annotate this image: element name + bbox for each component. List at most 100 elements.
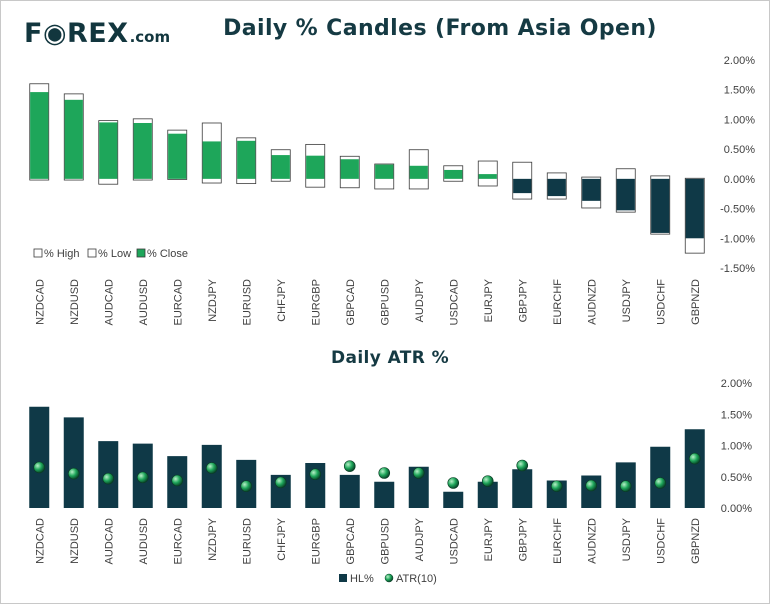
legend-label: % Close <box>147 248 188 260</box>
close-bar-eurgbp <box>306 155 325 179</box>
category-label: GBPJPY <box>517 517 529 561</box>
close-bar-chfjpy <box>271 155 290 179</box>
y-tick-label: 1.50% <box>721 409 752 421</box>
hl-bar-audjpy <box>408 466 429 508</box>
hl-bar-gbpcad <box>339 474 360 508</box>
category-label: EURCHF <box>552 518 564 564</box>
close-bar-audnzd <box>582 178 601 201</box>
candles-chart-title: Daily % Candles (From Asia Open) <box>223 16 657 41</box>
hl-bar-nzdcad <box>29 406 50 508</box>
y-tick-label: 0.50% <box>724 144 755 156</box>
atr-marker-eurusd <box>240 480 253 492</box>
atr-chart: 2.00% 1.50% 1.00% 0.50% 0.00% NZDCAD NZDUSD AUD… <box>29 378 752 585</box>
category-label: USDCHF <box>655 518 667 564</box>
close-bar-nzdcad <box>30 92 49 179</box>
category-label: AUDJPY <box>414 517 426 561</box>
range-bar-eurjpy <box>477 160 498 187</box>
category-label: USDJPY <box>621 517 633 561</box>
close-bar-usdchf <box>651 178 670 233</box>
close-bar-audjpy <box>409 165 428 179</box>
close-bar-usdjpy <box>616 178 635 211</box>
legend-swatch-close <box>136 248 146 258</box>
category-label: EURGBP <box>310 279 322 325</box>
category-label: USDCHF <box>655 279 667 325</box>
close-bar-eurusd <box>237 140 256 179</box>
y-tick-label: 0.00% <box>724 174 755 186</box>
y-tick-label: 2.00% <box>721 378 752 390</box>
atr-marker-nzdjpy <box>205 462 218 474</box>
atr-chart-title: Daily ATR % <box>330 348 450 368</box>
atr-marker-usdchf <box>654 477 667 489</box>
legend-label: % Low <box>98 248 131 260</box>
category-label: USDCAD <box>448 279 460 326</box>
legend-swatch-hl <box>339 574 347 582</box>
category-label: AUDNZD <box>586 279 598 325</box>
category-label: CHFJPY <box>276 517 288 560</box>
category-label: AUDUSD <box>138 518 150 565</box>
hl-bar-gbpjpy <box>512 469 533 508</box>
hl-bar-gbpnzd <box>684 429 705 508</box>
forex-logo: F◉REX .com <box>24 18 170 52</box>
category-label: EURGBP <box>310 518 322 564</box>
close-bar-gbpjpy <box>513 178 532 194</box>
atr-marker-eurjpy <box>481 475 494 487</box>
atr-marker-nzdusd <box>67 467 80 480</box>
atr-marker-chfjpy <box>274 476 287 489</box>
atr-marker-nzdcad <box>33 461 46 474</box>
hl-bar-eurjpy <box>477 481 498 508</box>
category-label: AUDUSD <box>138 279 150 326</box>
category-label: GBPUSD <box>379 518 391 565</box>
y-tick-label: 2.00% <box>724 55 755 67</box>
y-tick-label: 1.50% <box>724 85 755 97</box>
category-label: NZDCAD <box>34 518 46 564</box>
atr-marker-usdcad <box>447 477 460 489</box>
category-label: AUDNZD <box>586 518 598 564</box>
category-label: USDCAD <box>448 518 460 565</box>
hl-bar-nzdusd <box>63 417 84 508</box>
legend-swatch-atr <box>384 573 394 583</box>
hl-bar-gbpusd <box>374 481 395 508</box>
category-label: CHFJPY <box>276 278 288 321</box>
y-tick-label: -1.50% <box>720 263 755 275</box>
atr-marker-eurcad <box>171 474 184 487</box>
legend-label: HL% <box>350 573 374 585</box>
atr-marker-audnzd <box>585 479 598 492</box>
atr-marker-eurchf <box>550 480 563 492</box>
category-label: EURJPY <box>483 517 495 561</box>
hl-bar-usdcad <box>443 491 464 508</box>
category-label: NZDUSD <box>69 518 81 564</box>
category-label: AUDJPY <box>414 278 426 322</box>
y-tick-label: -1.00% <box>720 233 755 245</box>
legend-label: ATR(10) <box>396 573 437 585</box>
y-tick-label: 0.00% <box>721 503 752 515</box>
category-label: EURJPY <box>483 278 495 322</box>
y-tick-label: 1.00% <box>724 114 755 126</box>
category-label: GBPUSD <box>379 279 391 326</box>
legend-swatch-low <box>87 248 97 258</box>
category-label: EURUSD <box>241 518 253 565</box>
close-bar-nzdusd <box>64 99 83 179</box>
category-label: EURCHF <box>552 279 564 325</box>
y-tick-label: 0.50% <box>721 472 752 484</box>
category-label: AUDCAD <box>103 279 115 326</box>
atr-marker-audusd <box>136 471 149 484</box>
category-label: NZDJPY <box>207 278 219 321</box>
legend-label: % High <box>44 248 79 260</box>
category-label: GBPJPY <box>517 278 529 322</box>
atr-marker-gbpnzd <box>688 452 701 465</box>
atr-marker-gbpcad <box>343 460 356 472</box>
close-bar-eurchf <box>547 178 566 197</box>
logo-suffix: .com <box>129 28 171 46</box>
close-bar-eurcad <box>168 133 187 179</box>
atr-marker-eurgbp <box>309 468 322 481</box>
category-label: AUDCAD <box>103 518 115 565</box>
y-tick-label: -0.50% <box>720 204 755 216</box>
category-label: GBPNZD <box>690 518 702 564</box>
category-label: GBPNZD <box>690 279 702 325</box>
close-bar-audusd <box>133 122 152 179</box>
close-bar-eurjpy <box>478 174 497 179</box>
logo-text: F◉REX <box>24 18 129 49</box>
legend-swatch-high <box>33 248 43 258</box>
category-label: NZDJPY <box>207 517 219 560</box>
